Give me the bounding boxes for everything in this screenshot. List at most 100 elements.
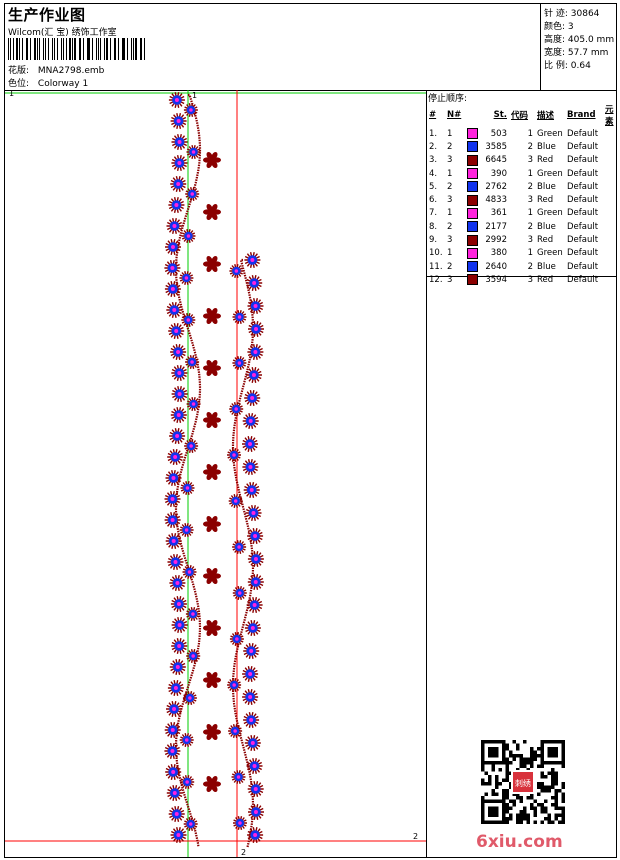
qr-module (530, 761, 534, 765)
row-swatch (465, 154, 481, 167)
qr-module (540, 803, 544, 807)
row-element (603, 193, 616, 206)
qr-module (537, 764, 541, 768)
flower-petals (181, 229, 196, 243)
row-brand: Default (567, 155, 599, 166)
row-brand: Default (567, 261, 599, 272)
daisy-petal (211, 463, 218, 472)
flower-center (177, 140, 182, 144)
stat-width: 宽度: 57.7 mm (544, 48, 609, 58)
qr-module (561, 810, 565, 814)
qr-module (523, 813, 527, 817)
qr-module (519, 810, 523, 814)
flower-center (177, 623, 182, 627)
row-stitches: 2992 (485, 235, 507, 246)
flower-petals (164, 281, 181, 297)
qr-module (561, 782, 565, 786)
qr-module (530, 747, 534, 751)
qr-module (526, 813, 530, 817)
qr-module (502, 778, 506, 782)
daisy-petal (211, 472, 218, 481)
qr-module (540, 785, 544, 789)
qr-module (540, 775, 544, 779)
qr-module (509, 771, 513, 775)
row-index: 10. (429, 248, 443, 259)
row-brand: Default (567, 195, 599, 206)
qr-module (505, 810, 509, 814)
flower-center (236, 775, 241, 779)
qr-module (495, 775, 499, 779)
flower-center (249, 718, 254, 722)
qr-module (540, 764, 544, 768)
flower-center (253, 787, 258, 791)
design-canvas: 1 1 2 2 (5, 90, 427, 857)
flower-center (174, 203, 179, 207)
colorway-row: 色位: Colorway 1 (8, 76, 88, 89)
flower-petals (186, 397, 201, 411)
stat-scale: 比 例: 0.64 (544, 61, 591, 71)
color-swatch (467, 261, 478, 273)
qr-module (540, 782, 544, 786)
row-swatch (465, 260, 481, 273)
qr-module (554, 813, 558, 817)
flower-petals (242, 666, 259, 682)
row-stitches: 2177 (485, 221, 507, 232)
qr-module (551, 785, 555, 789)
daisy-center (209, 469, 215, 475)
qr-module (512, 799, 516, 803)
qr-module (505, 806, 509, 810)
qr-module (547, 820, 551, 824)
color-swatch (467, 154, 478, 166)
qr-module (516, 747, 520, 751)
row-index: 2. (429, 141, 438, 152)
flower-petals (164, 743, 181, 759)
flower-petals (164, 491, 181, 507)
row-needle: 2 (447, 221, 453, 232)
row-desc: Green (537, 128, 563, 139)
flower-petals (170, 344, 187, 360)
flower-center (253, 810, 258, 814)
guide-label-2a: 2 (413, 832, 418, 841)
flower-center (238, 821, 242, 825)
flower-petals (229, 632, 244, 646)
flower-petals (183, 103, 198, 117)
qr-module (561, 764, 565, 768)
daisy-petal (211, 784, 218, 793)
flower-center (191, 612, 195, 616)
qr-module (519, 757, 523, 761)
qr-module (505, 761, 509, 765)
qr-module (523, 740, 527, 744)
qr-module (505, 747, 509, 751)
qr-module (554, 792, 558, 796)
flower-petals (247, 781, 264, 797)
qr-module (530, 757, 534, 761)
row-stitches: 503 (490, 128, 507, 139)
row-brand: Default (567, 168, 599, 179)
col-brand: Brand (567, 110, 596, 120)
daisy-petal (206, 151, 213, 160)
qr-module (523, 764, 527, 768)
flower-petals (171, 617, 188, 633)
row-index: 11. (429, 261, 443, 272)
row-desc: Red (537, 155, 554, 166)
flower-petals (227, 448, 241, 462)
qr-module (481, 764, 485, 768)
stop-sequence-table: # N# St. 代码 描述 Brand 元素 1. 1 503 1 Green Defa… (427, 103, 616, 287)
qr-module (505, 775, 509, 779)
flower-petals (232, 356, 247, 370)
col-element: 元素 (605, 105, 614, 127)
daisy-petal (211, 151, 218, 160)
qr-module (551, 771, 555, 775)
qr-module (519, 817, 523, 821)
row-needle: 2 (447, 261, 453, 272)
flower-center (188, 822, 193, 826)
qr-module (519, 820, 523, 824)
table-body: 1. 1 503 1 Green Default 2. 2 3585 2 Blue Default 3.… (427, 127, 616, 287)
flower-petals (165, 764, 182, 780)
flower-petals (246, 597, 263, 613)
flower-petals (231, 770, 246, 784)
daisy-petal (211, 680, 218, 689)
flower-petals (171, 155, 188, 171)
flower-petals (184, 439, 199, 453)
color-swatch (467, 221, 478, 233)
